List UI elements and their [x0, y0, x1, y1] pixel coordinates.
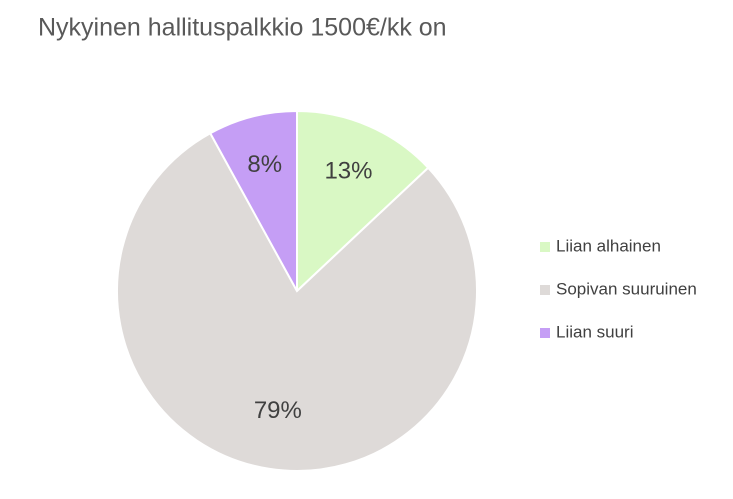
data-label: 8%: [247, 151, 282, 178]
data-label: 79%: [254, 397, 302, 424]
pie-slice: [296, 109, 430, 294]
data-label: 13%: [324, 157, 372, 184]
pie-slice: [208, 109, 298, 292]
legend-swatch: [540, 285, 550, 295]
legend-label: Liian alhainen: [556, 236, 661, 255]
legend-label: Liian suuri: [556, 322, 634, 341]
chart-title: Nykyinen hallituspalkkio 1500€/kk on: [38, 14, 447, 42]
legend-swatch: [540, 328, 550, 338]
pie-slice: [116, 131, 478, 472]
legend-label: Sopivan suuruinen: [556, 279, 697, 298]
legend-swatch: [540, 242, 550, 252]
